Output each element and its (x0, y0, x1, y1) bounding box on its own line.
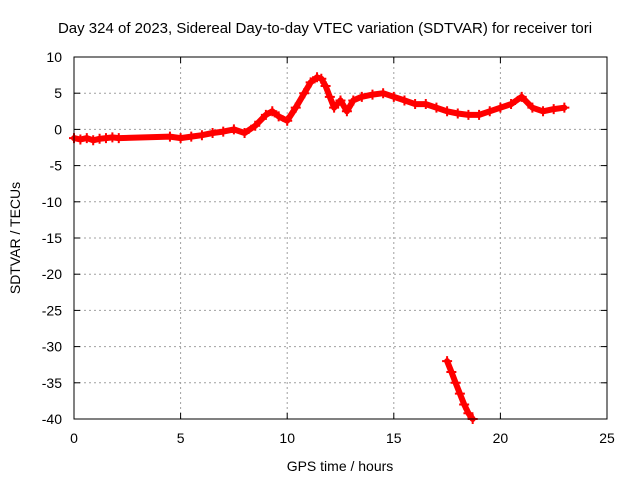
data-point (378, 88, 389, 99)
series-trace (71, 74, 568, 144)
data-point (164, 131, 175, 142)
data-point (420, 99, 431, 110)
y-tick-label: 0 (54, 121, 62, 137)
y-tick-labels: 10 5 0 -5 -10 -15 -20 -25 -30 -35 -40 (42, 49, 62, 427)
y-tick-label: -5 (50, 158, 63, 174)
data-point (452, 108, 463, 119)
data-point (388, 91, 399, 102)
y-tick-label: -25 (42, 302, 62, 318)
data-point (113, 133, 124, 144)
data-point (316, 73, 327, 84)
data-point (538, 106, 549, 117)
data-point (290, 102, 301, 113)
data-point (454, 388, 465, 399)
data-point (320, 80, 331, 91)
data-point (399, 95, 410, 106)
y-tick-label: 5 (54, 85, 62, 101)
data-point (463, 408, 474, 419)
grid (74, 57, 607, 419)
data-point (527, 102, 538, 113)
series-0 (69, 72, 570, 146)
axis-ticks (73, 56, 608, 420)
x-tick-label: 20 (493, 430, 509, 446)
data-point (81, 133, 92, 144)
data-point (474, 109, 485, 120)
data-point (267, 106, 278, 117)
data-point (186, 131, 197, 142)
data-point (367, 89, 378, 100)
data-point (175, 133, 186, 144)
y-tick-label: -35 (42, 375, 62, 391)
data-point (348, 95, 359, 106)
y-tick-label: -20 (42, 266, 62, 282)
x-axis-label: GPS time / hours (287, 458, 394, 474)
data-point (207, 128, 218, 139)
data-point (329, 102, 340, 113)
y-tick-label: -30 (42, 339, 62, 355)
data-point (196, 130, 207, 141)
data-point (324, 91, 335, 102)
data-point (250, 120, 261, 131)
x-tick-label: 25 (599, 430, 615, 446)
data-point (506, 99, 517, 110)
data-point (218, 126, 229, 137)
data-point (75, 134, 86, 145)
data-marks (69, 72, 570, 424)
data-point (228, 124, 239, 135)
data-point (341, 106, 352, 117)
chart-title: Day 324 of 2023, Sidereal Day-to-day VTE… (58, 20, 592, 37)
data-point (459, 399, 470, 410)
data-point (299, 88, 310, 99)
data-point (273, 111, 284, 122)
data-point (446, 366, 457, 377)
y-tick-label: -10 (42, 194, 62, 210)
data-point (559, 102, 570, 113)
data-point (442, 356, 453, 367)
y-axis-label: SDTVAR / TECUs (7, 182, 23, 294)
data-point (335, 95, 346, 106)
data-point (495, 102, 506, 113)
data-point (305, 77, 316, 88)
y-tick-label: 10 (46, 49, 62, 65)
data-point (88, 135, 99, 146)
x-tick-label: 10 (279, 430, 295, 446)
data-point (516, 91, 527, 102)
data-point (260, 109, 271, 120)
x-tick-labels: 0 5 10 15 20 25 (70, 430, 615, 446)
y-tick-label: -40 (42, 411, 62, 427)
data-point (410, 99, 421, 110)
x-tick-label: 0 (70, 430, 78, 446)
data-point (239, 128, 250, 139)
data-point (431, 102, 442, 113)
series-1 (442, 356, 478, 424)
data-point (442, 106, 453, 117)
data-point (450, 377, 461, 388)
data-point (356, 91, 367, 102)
data-point (463, 109, 474, 120)
data-point (282, 115, 293, 126)
data-point (484, 106, 495, 117)
data-point (548, 104, 559, 115)
x-tick-label: 15 (386, 430, 402, 446)
y-tick-label: -15 (42, 230, 62, 246)
x-tick-label: 5 (177, 430, 185, 446)
